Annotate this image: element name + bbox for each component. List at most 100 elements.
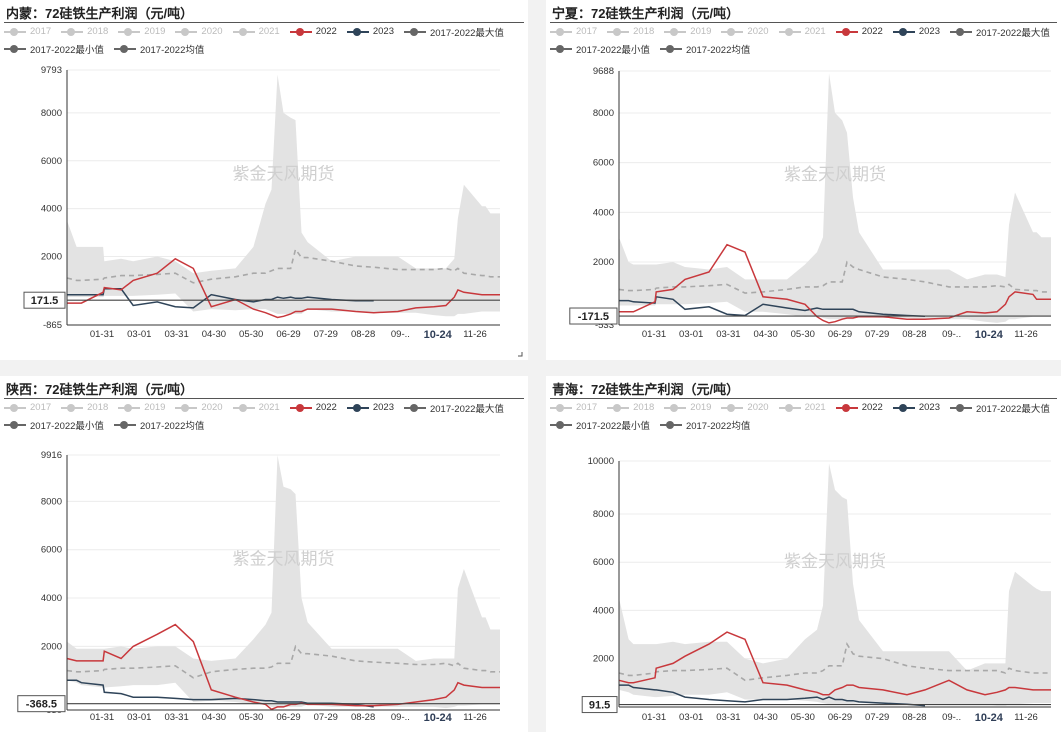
legend-dot [665,420,674,429]
x-tick-label: 09-.. [942,712,961,723]
watermark: 紫金天风期货 [784,165,886,184]
legend-item-2017-2022最小值[interactable]: 2017-2022最小值 [4,42,104,56]
legend-label: 2017-2022均值 [685,420,751,432]
x-tick-label: 06-29 [828,329,852,340]
legend-marker-icon [4,27,26,37]
legend-item-2021[interactable]: 2021 [232,26,280,37]
chart-panel: 青海：72硅铁生产利润（元/吨） 2017 2018 2019 2020 2021 2022… [546,376,1061,732]
legend-item-2017-2022最大值[interactable]: 2017-2022最大值 [949,25,1050,39]
x-tick-label: 11-26 [463,712,487,723]
y-tick-label: 9793 [41,65,62,76]
legend-label: 2023 [372,402,394,413]
legend-dot [955,27,964,36]
x-tick-label: 07-29 [314,712,338,723]
legend-item-2022[interactable]: 2022 [289,26,337,37]
legend-item-2017-2022最小值[interactable]: 2017-2022最小值 [550,42,650,56]
legend-item-2021[interactable]: 2021 [232,402,280,413]
legend-dot [409,403,418,412]
chart-svg: 9688 8000 6000 4000 2000 -533 紫金天风期货 01-31 03-01… [569,66,1051,341]
legend-item-2017-2022最大值[interactable]: 2017-2022最大值 [403,401,504,415]
legend-item-2023[interactable]: 2023 [346,402,394,413]
x-tick-label: 11-26 [1014,329,1038,340]
x-tick-label: 08-28 [902,712,926,723]
legend-marker-icon [550,403,572,413]
x-tick-label: 01-31 [90,712,114,723]
legend-item-2023[interactable]: 2023 [346,26,394,37]
legend-item-2017[interactable]: 2017 [4,26,51,37]
legend-item-2019[interactable]: 2019 [664,402,711,413]
legend: 2017 2018 2019 2020 2021 2022 2023 2017-2022最大值… [550,23,1060,57]
legend-item-2019[interactable]: 2019 [118,26,165,37]
legend-item-2018[interactable]: 2018 [61,26,108,37]
legend-item-2017[interactable]: 2017 [550,402,597,413]
series-2022-line [619,243,1051,324]
legend-item-2019[interactable]: 2019 [118,402,165,413]
x-tick-label: 08-28 [351,712,375,723]
title-underline [550,22,1057,23]
marker-value-label: 171.5 [31,295,59,307]
legend: 2017 2018 2019 2020 2021 2022 2023 2017-2022最大值… [4,399,514,433]
y-tick-label: 9688 [593,66,614,77]
legend-item-2017-2022均值[interactable]: 2017-2022均值 [659,42,750,56]
x-tick-label: 01-31 [642,329,666,340]
legend-dot [295,27,304,36]
legend-dot [955,403,964,412]
legend-item-2017-2022最小值[interactable]: 2017-2022最小值 [550,418,650,432]
legend-item-2017-2022最大值[interactable]: 2017-2022最大值 [949,401,1050,415]
watermark: 紫金天风期货 [784,552,886,571]
legend-marker-icon [892,27,915,37]
legend-item-2017[interactable]: 2017 [550,26,597,37]
legend-label: 2022 [861,402,883,413]
x-tick-label: 05-30 [239,712,263,723]
legend-item-2017-2022均值[interactable]: 2017-2022均值 [659,418,751,432]
legend-item-2017[interactable]: 2017 [4,402,51,413]
legend-item-2018[interactable]: 2018 [607,402,654,413]
legend-item-2020[interactable]: 2020 [175,26,223,37]
legend-item-2022[interactable]: 2022 [835,26,883,37]
legend-item-2021[interactable]: 2021 [778,402,826,413]
legend-dot [556,44,564,53]
legend-item-2021[interactable]: 2021 [778,26,826,37]
legend-dot [10,420,18,429]
y-tick-label: 4000 [41,593,62,604]
legend-label: 2017 [576,402,598,413]
legend-dot [556,403,564,412]
legend-item-2017-2022最小值[interactable]: 2017-2022最小值 [4,418,104,432]
legend-item-2019[interactable]: 2019 [664,26,711,37]
legend-item-2022[interactable]: 2022 [835,402,883,413]
legend-item-2020[interactable]: 2020 [721,26,769,37]
legend-label: 2017-2022均值 [139,420,205,432]
legend-item-2018[interactable]: 2018 [607,26,654,37]
legend-label: 2019 [144,26,166,37]
legend-item-2017-2022均值[interactable]: 2017-2022均值 [113,42,204,56]
legend-marker-icon [721,403,744,413]
chart-title: 陕西：72硅铁生产利润（元/吨） [6,382,194,397]
legend-marker-icon [4,44,26,54]
legend-label: 2022 [315,26,337,37]
legend-marker-icon [175,27,198,37]
legend-dot [181,27,190,36]
legend-marker-icon [659,44,682,54]
legend-marker-icon [659,420,682,430]
legend-marker-icon [778,403,801,413]
legend-label: 2017 [30,26,52,37]
legend-item-2018[interactable]: 2018 [61,402,108,413]
legend-marker-icon [289,403,312,413]
legend-label: 2020 [747,402,769,413]
legend-marker-icon [607,27,630,37]
marker-value-box [23,291,66,309]
y-tick-label: 6000 [593,557,614,568]
legend-item-2017-2022最大值[interactable]: 2017-2022最大值 [403,25,504,39]
legend: 2017 2018 2019 2020 2021 2022 2023 2017-2022最大值… [550,399,1060,433]
legend-item-2020[interactable]: 2020 [175,402,223,413]
legend-label: 2023 [918,26,940,37]
legend-item-2023[interactable]: 2023 [892,26,940,37]
legend-item-2022[interactable]: 2022 [289,402,337,413]
legend-item-2017-2022均值[interactable]: 2017-2022均值 [113,418,205,432]
legend-dot [352,403,361,412]
legend-item-2023[interactable]: 2023 [892,402,940,413]
legend-item-2020[interactable]: 2020 [721,402,769,413]
legend-dot [670,27,679,36]
y-tick-label: 6000 [593,158,614,169]
legend-marker-icon [721,27,744,37]
